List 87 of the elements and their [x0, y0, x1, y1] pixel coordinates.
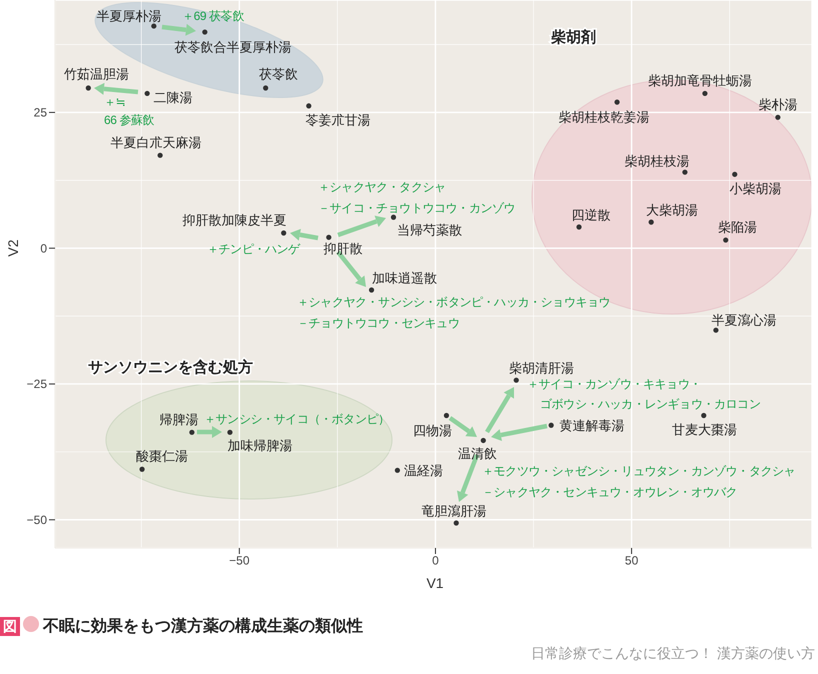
point: [263, 85, 268, 91]
point: [368, 287, 374, 293]
annotation: 茯苓飲: [259, 66, 298, 82]
annotation: 茯苓飲合半夏厚朴湯: [174, 40, 292, 55]
annotation: 加味帰脾湯: [227, 438, 292, 453]
point: [454, 520, 459, 526]
annotation: ＋サイコ・カンゾウ・キキョウ・: [527, 377, 702, 391]
annotation: ＋サンシシ・サイコ（・ボタンピ）: [204, 412, 390, 426]
annotation: －チョウトウコウ・センキュウ: [297, 316, 460, 330]
y-tick-label: −50: [26, 513, 48, 528]
annotation: 柴胡清肝湯: [508, 360, 574, 376]
annotation: ＋≒: [104, 95, 126, 109]
point: [648, 220, 654, 225]
annotation: ＋チンピ・ハンゲ: [207, 242, 302, 256]
annotation: 甘麦大棗湯: [672, 422, 738, 437]
y-tick-label: 25: [34, 106, 48, 120]
annotation: 柴胡加竜骨牡蛎湯: [648, 72, 752, 88]
annotation: ＋シャクヤク・タクシャ: [318, 180, 446, 194]
annotation: ＋モクツウ・シャゼンシ・リュウタン・カンゾウ・タクシャ: [482, 464, 796, 478]
annotation: 竜胆瀉肝湯: [422, 504, 487, 519]
point: [713, 328, 719, 333]
annotation: 66 参蘇飲: [104, 113, 155, 127]
annotation: 小柴胡湯: [730, 180, 782, 196]
point: [576, 224, 582, 230]
annotation: 半夏白朮天麻湯: [110, 134, 202, 150]
annotation: 柴胡剤: [550, 28, 596, 46]
annotation: －シャクヤク・センキュウ・オウレン・オウバク: [482, 485, 738, 499]
annotation: 柴朴湯: [758, 96, 798, 112]
point: [158, 152, 163, 158]
point: [444, 412, 450, 418]
annotation: 柴胡桂枝乾姜湯: [558, 110, 650, 125]
point: [548, 422, 554, 428]
annotation: 二陳湯: [154, 90, 193, 105]
annotation: 酸棗仁湯: [136, 448, 188, 464]
x-tick-label: −50: [229, 554, 250, 568]
annotation: 当帰芍薬散: [396, 222, 462, 238]
point: [682, 170, 688, 175]
point: [281, 230, 286, 236]
point: [227, 430, 233, 435]
annotation: ＋69 茯苓飲: [182, 9, 244, 23]
point: [723, 237, 728, 243]
annotation: 温清飲: [458, 446, 497, 461]
point: [202, 29, 208, 35]
text: 不眠に効果をもつ漢方薬の構成生薬の類似性: [42, 616, 363, 635]
text: 日常診療でこんなに役立つ！ 漢方薬の使い方: [531, 645, 815, 661]
point: [151, 23, 156, 29]
annotation: 四物湯: [412, 422, 452, 438]
point: [139, 466, 145, 472]
point: [732, 172, 738, 177]
point: [86, 85, 91, 91]
y-axis-title: V2: [5, 239, 21, 257]
point: [514, 378, 519, 383]
text: 図: [3, 618, 17, 634]
x-axis-title: V1: [426, 575, 444, 591]
x-tick-label: 50: [624, 554, 639, 568]
point: [701, 412, 706, 418]
annotation: 苓姜朮甘湯: [305, 112, 370, 128]
point: [775, 114, 780, 120]
annotation: 帰脾湯: [159, 412, 198, 427]
point: [189, 430, 194, 435]
annotation: 温経湯: [404, 462, 443, 478]
point: [614, 100, 620, 105]
point: [480, 438, 486, 444]
annotation: ＋シャクヤク・サンシシ・ボタンピ・ハッカ・ショウキョウ: [297, 295, 610, 309]
point: [702, 90, 708, 96]
point: [144, 90, 150, 96]
point: [394, 468, 400, 473]
point: [326, 234, 332, 240]
annotation: 黄連解毒湯: [560, 418, 625, 433]
point: [390, 214, 396, 220]
annotation: 柴陥湯: [718, 220, 758, 235]
annotation: 柴胡桂枝湯: [624, 154, 690, 169]
annotation: 竹茹温胆湯: [64, 66, 129, 82]
annotation: 大柴胡湯: [646, 202, 698, 218]
annotation: 半夏厚朴湯: [96, 8, 162, 24]
annotation: 抑肝散加陳皮半夏: [182, 212, 287, 228]
annotation: 半夏瀉心湯: [711, 312, 776, 328]
annotation: 四逆散: [572, 208, 611, 223]
annotation: サンソウニンを含む処方: [88, 358, 253, 376]
y-tick-label: 0: [40, 241, 48, 256]
annotation: 抑肝散: [323, 240, 362, 256]
point: [306, 103, 312, 109]
annotation: －サイコ・チョウトウコウ・カンゾウ: [318, 201, 516, 215]
x-tick-label: 0: [432, 554, 440, 568]
annotation: 加味逍遥散: [372, 270, 438, 286]
y-tick-label: −25: [26, 377, 48, 392]
annotation: ゴボウシ・ハッカ・レンギョウ・カロコン: [540, 397, 760, 411]
